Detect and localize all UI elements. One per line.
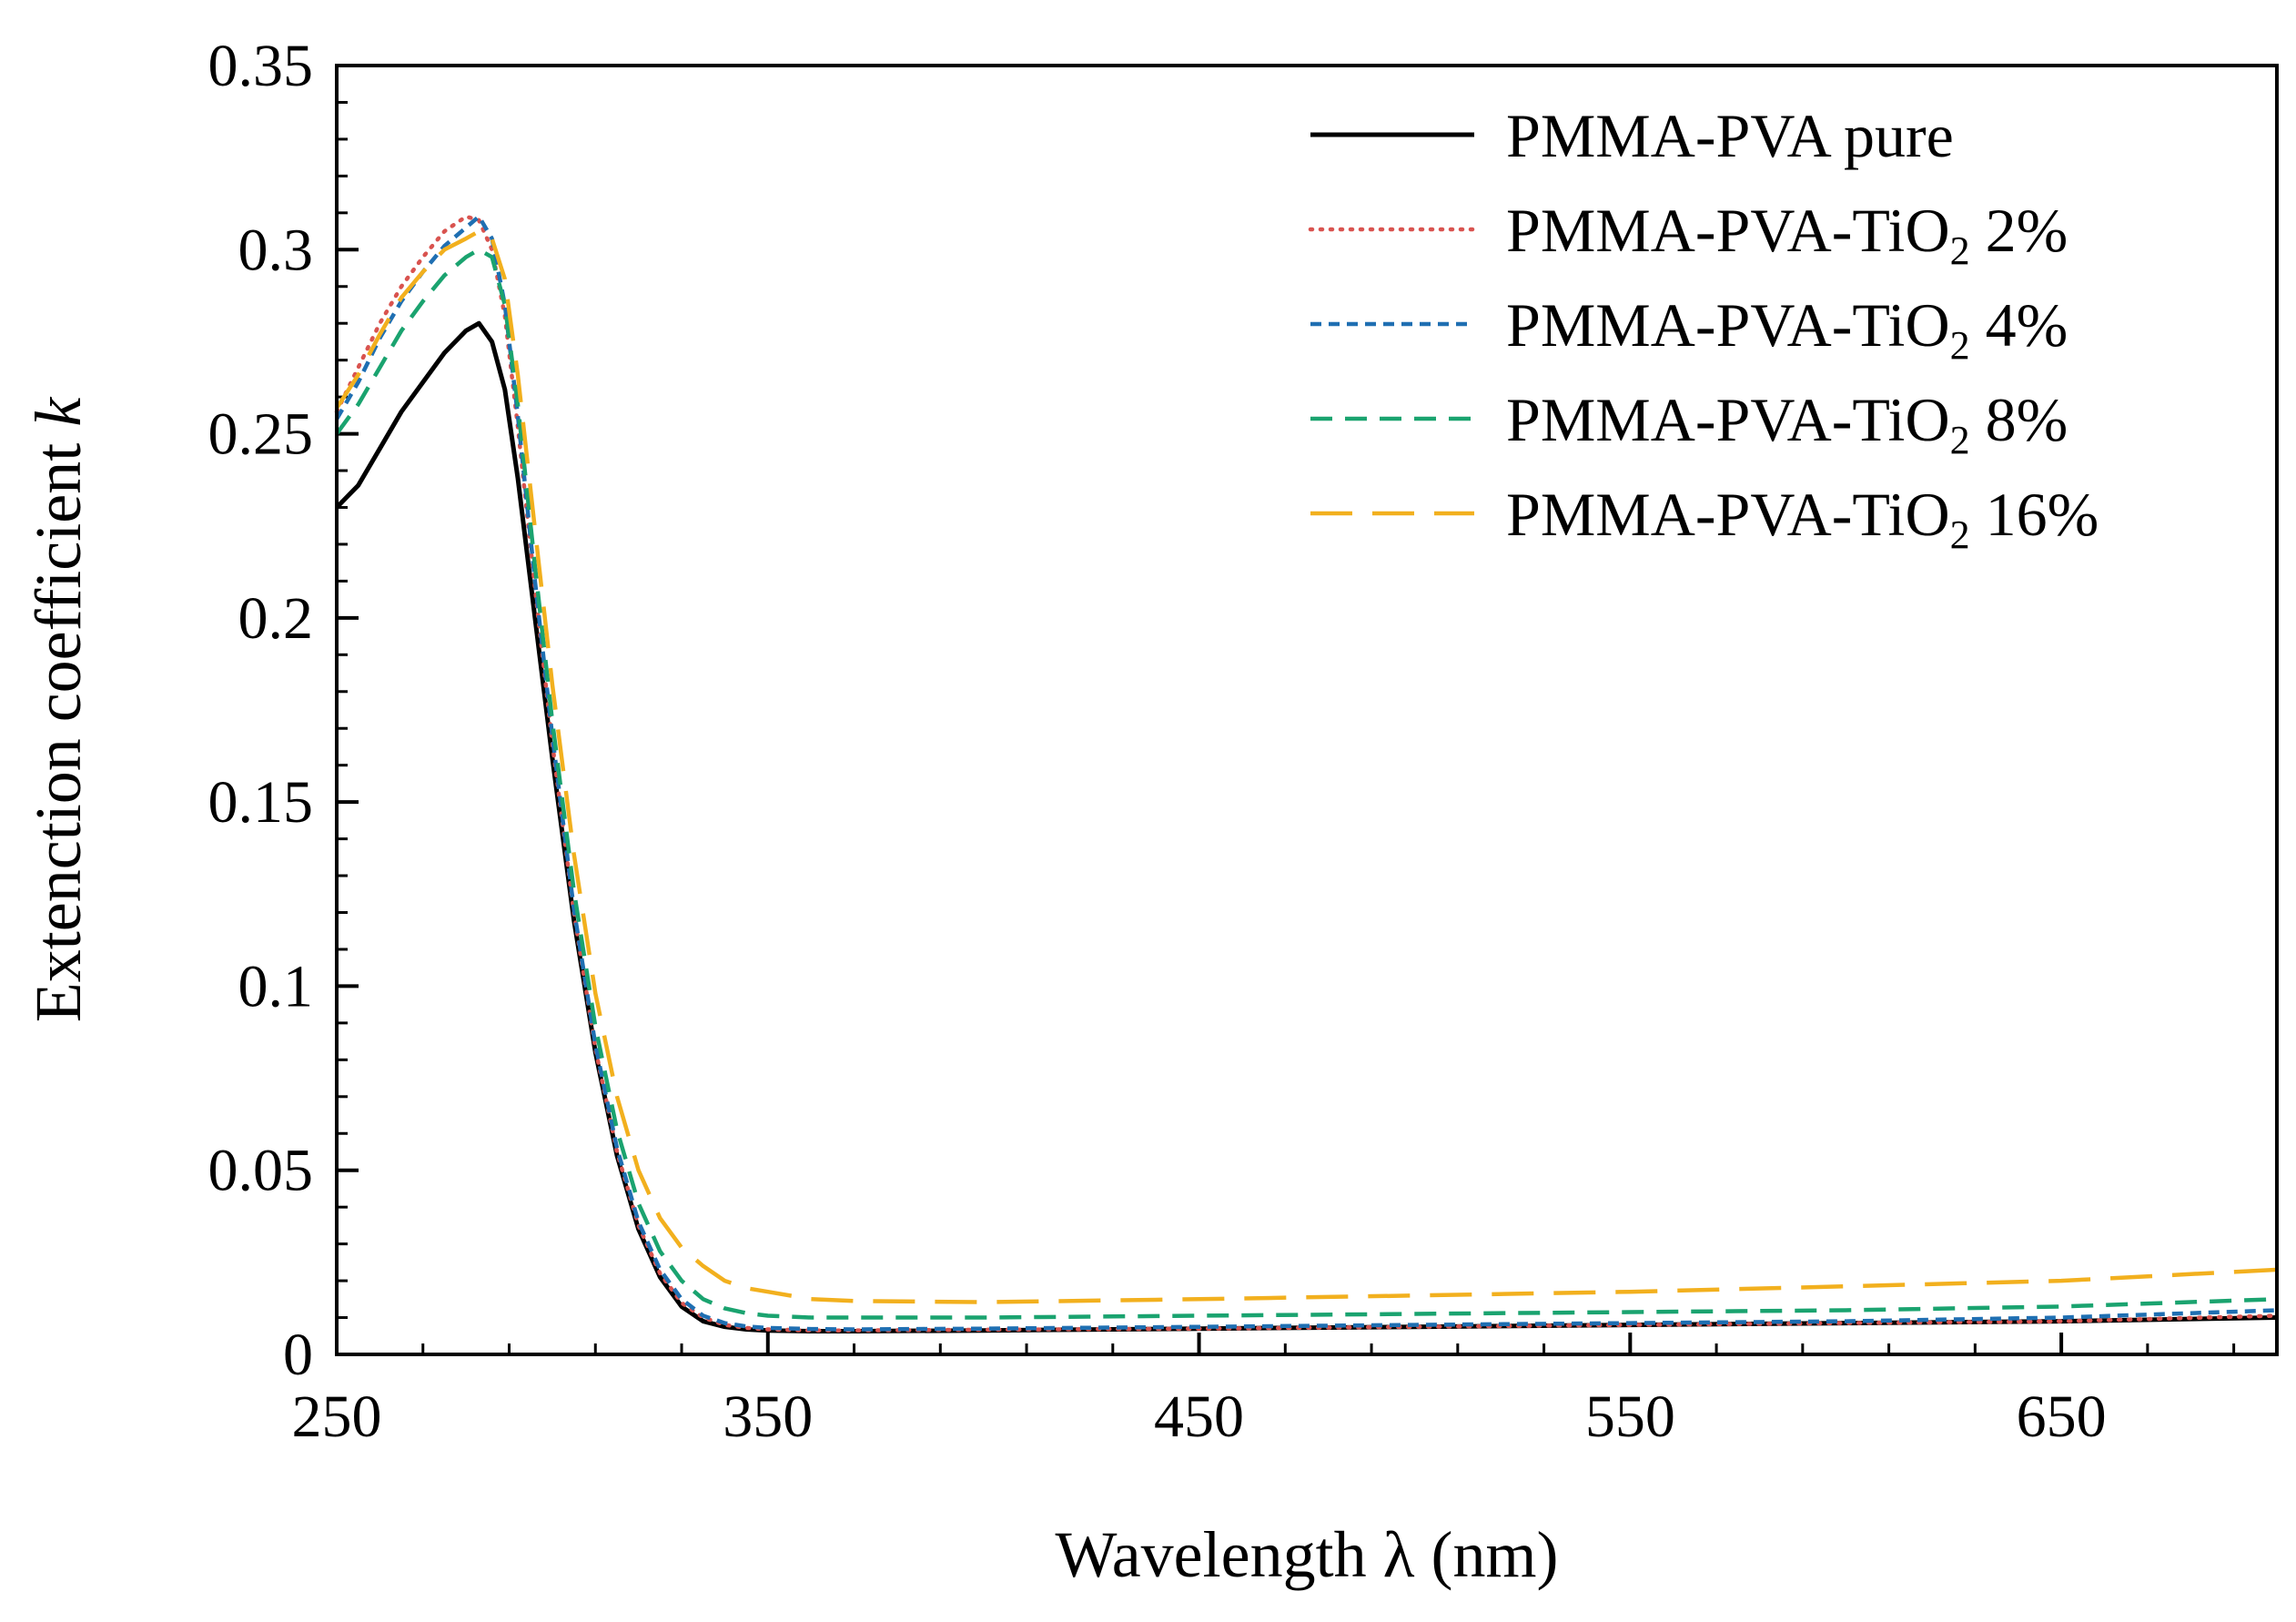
y-tick-label: 0 bbox=[283, 1322, 313, 1388]
series-line-3 bbox=[335, 214, 2278, 1332]
legend-entry-1: PMMA-PVA pure bbox=[1506, 101, 1954, 170]
series-line-5 bbox=[335, 228, 2278, 1304]
legend-entry-3: PMMA-PVA-TiO2 4% bbox=[1506, 290, 2068, 368]
x-tick-label: 550 bbox=[1585, 1384, 1675, 1450]
series-line-2 bbox=[334, 214, 2280, 1333]
x-tick-label: 350 bbox=[723, 1384, 813, 1450]
tick-labels: 250 350 450 550 650 0 0.05 0.1 0.15 0.2 0.25 0.3 0.3… bbox=[208, 33, 2107, 1450]
x-tick-label: 650 bbox=[2017, 1384, 2107, 1450]
y-tick-label: 0.25 bbox=[208, 401, 314, 468]
x-tick-label: 450 bbox=[1154, 1384, 1244, 1450]
y-tick-label: 0.05 bbox=[208, 1138, 314, 1204]
legend-entry-4: PMMA-PVA-TiO2 8% bbox=[1506, 385, 2068, 462]
legend: PMMA-PVA pure PMMA-PVA-TiO2 2% PMMA-PVA-Ti… bbox=[1308, 101, 2099, 557]
y-tick-label: 0.2 bbox=[238, 585, 314, 652]
x-tick-label: 250 bbox=[292, 1384, 382, 1450]
plot-frame bbox=[335, 64, 2279, 1356]
y-tick-label: 0.15 bbox=[208, 769, 314, 836]
y-tick-label: 0.1 bbox=[238, 953, 314, 1019]
legend-entry-5: PMMA-PVA-TiO2 16% bbox=[1506, 480, 2099, 557]
y-axis-label-symbol: k bbox=[22, 396, 95, 427]
x-axis-label: Wavelength λ (nm) bbox=[1056, 1518, 1559, 1591]
series-layer bbox=[334, 214, 2280, 1333]
y-axis-label-main: Extenction coefficient bbox=[22, 427, 95, 1022]
y-tick-label: 0.35 bbox=[208, 33, 314, 99]
y-tick-label: 0.3 bbox=[238, 217, 314, 283]
y-axis-label: Extenction coefficient k bbox=[22, 396, 95, 1022]
legend-entry-2: PMMA-PVA-TiO2 2% bbox=[1506, 196, 2068, 273]
